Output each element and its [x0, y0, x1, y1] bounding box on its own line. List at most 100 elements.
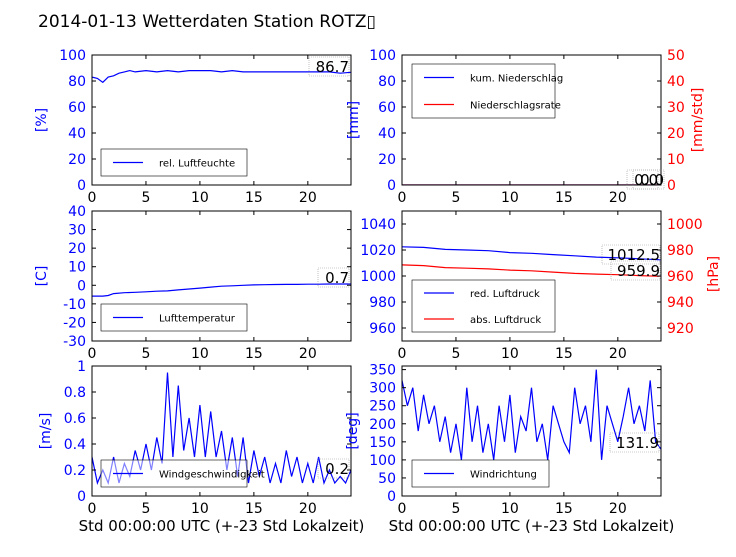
y-tick-label: 1000	[360, 269, 396, 285]
series-line-pressure-0	[402, 246, 661, 261]
y-axis-label: [deg]	[345, 412, 361, 449]
x-tick-label: 10	[501, 190, 519, 206]
legend-entry: Windrichtung	[470, 470, 537, 481]
panel-temperature: 0 5 10 15 20 -30 -20 -10 0 10 20 30 40 [C] Lufttempera…	[34, 204, 352, 362]
y-tick-label: 980	[369, 295, 396, 311]
y-tick-label: 20	[378, 152, 396, 168]
legend-box	[411, 63, 556, 119]
x-tick-label: 20	[299, 346, 317, 362]
annotation-box	[610, 260, 661, 281]
x-tick-label: 10	[191, 346, 209, 362]
plot-frame	[401, 54, 662, 186]
y-tick-label: -30	[63, 334, 86, 350]
x-tick-label: 0	[88, 346, 97, 362]
value-annotation: 0.0	[634, 171, 658, 189]
y-tick-label: 0	[387, 489, 396, 505]
x-tick-label: 0	[398, 190, 407, 206]
plot-frame	[401, 365, 662, 497]
y-tick-label-right: 920	[667, 321, 694, 337]
y-tick-label: 0	[77, 178, 86, 194]
x-tick-label: 5	[141, 501, 150, 517]
y-tick-label-right: 30	[667, 100, 685, 116]
x-tick-label: 15	[245, 501, 263, 517]
x-tick-label: 15	[555, 190, 573, 206]
figure-title: 2014-01-13 Wetterdaten Station ROTZ▯	[38, 12, 376, 32]
x-axis-label: Std 00:00:00 UTC (+-23 Std Lokalzeit)	[389, 517, 675, 535]
y-tick-label: 80	[378, 74, 396, 90]
legend-entry: kum. Niederschlag	[470, 74, 563, 85]
x-tick-label: 5	[141, 346, 150, 362]
legend-entry: red. Luftdruck	[470, 289, 540, 300]
y-axis-label: [m/s]	[38, 413, 54, 450]
value-annotation: 0.0	[640, 171, 664, 189]
y-tick-label: 80	[68, 74, 86, 90]
x-tick-label: 0	[398, 346, 407, 362]
value-annotation: 1012.5	[608, 246, 661, 264]
y-tick-label: 100	[369, 453, 396, 469]
y-tick-label: -20	[63, 315, 86, 331]
x-tick-label: 10	[191, 190, 209, 206]
legend-box	[411, 279, 556, 333]
panel-windspeed: 0 5 10 15 20 0 0.2 0.4 0.6 0.8 1 [m/s] Std 00:00:00 …	[38, 359, 364, 535]
plot-frame	[91, 365, 352, 497]
y-tick-label-right: 1000	[667, 217, 703, 233]
y-tick-label: 1	[77, 359, 86, 375]
value-annotation: 959.9	[617, 262, 660, 280]
y-tick-label: 0.2	[64, 463, 86, 479]
y-tick-label: 0	[77, 278, 86, 294]
y-axis-label-right: [hPa]	[706, 256, 722, 292]
y-tick-label: 50	[378, 471, 396, 487]
y-tick-label: 960	[369, 321, 396, 337]
y-tick-label: 30	[68, 223, 86, 239]
value-annotation: 86.7	[316, 58, 349, 76]
value-annotation: 0.7	[325, 269, 349, 287]
y-tick-label: 0.4	[64, 437, 86, 453]
x-tick-label: 15	[555, 501, 573, 517]
y-tick-label: 200	[369, 417, 396, 433]
y-tick-label: 10	[68, 260, 86, 276]
y-tick-label: 1020	[360, 243, 396, 259]
y-axis-label: [C]	[34, 266, 50, 287]
x-axis-label: Std 00:00:00 UTC (+-23 Std Lokalzeit)	[79, 517, 365, 535]
x-tick-label: 15	[245, 346, 263, 362]
annotation-box	[626, 169, 659, 190]
series-line-pressure-1	[402, 264, 661, 277]
x-tick-label: 15	[555, 346, 573, 362]
x-tick-label: 0	[88, 190, 97, 206]
y-tick-label: 150	[369, 435, 396, 451]
series-line-temperature-0	[92, 283, 351, 297]
y-tick-label: 60	[68, 100, 86, 116]
series-line-winddir-0	[402, 369, 661, 460]
y-tick-label-right: 40	[667, 74, 685, 90]
legend-entry: rel. Luftfeuchte	[159, 159, 235, 170]
series-line-windspeed-0	[92, 372, 351, 486]
y-tick-label: 40	[68, 204, 86, 220]
panel-precip: 0 5 10 15 20 0 20 40 60 80 100 0 10 20 30 40 50 [mm] [mm/s…	[346, 48, 706, 206]
y-tick-label: 0	[387, 178, 396, 194]
y-tick-label-right: 980	[667, 243, 694, 259]
y-tick-label: 40	[68, 126, 86, 142]
y-tick-label: 20	[68, 241, 86, 257]
y-tick-label: 100	[369, 48, 396, 64]
plot-frame	[91, 210, 352, 342]
x-tick-label: 15	[245, 190, 263, 206]
y-tick-label: 0	[77, 489, 86, 505]
y-tick-label-right: 10	[667, 152, 685, 168]
x-tick-label: 20	[609, 501, 627, 517]
legend-entry: Lufttemperatur	[159, 314, 236, 325]
x-tick-label: 10	[501, 346, 519, 362]
value-annotation: 0.2	[325, 460, 349, 478]
x-tick-label: 5	[451, 346, 460, 362]
y-tick-label: 100	[59, 48, 86, 64]
annotation-box	[308, 56, 350, 77]
y-tick-label: 0.6	[64, 411, 86, 427]
y-tick-label-right: 0	[667, 178, 676, 194]
x-tick-label: 5	[141, 190, 150, 206]
value-annotation: 131.9	[616, 434, 659, 452]
y-tick-label: 300	[369, 381, 396, 397]
annotation-box	[317, 267, 350, 288]
y-tick-label: 0.8	[64, 385, 86, 401]
panel-pressure: 0 5 10 15 20 960 980 1000 1020 1040 920 940 960 980 10…	[360, 210, 722, 362]
